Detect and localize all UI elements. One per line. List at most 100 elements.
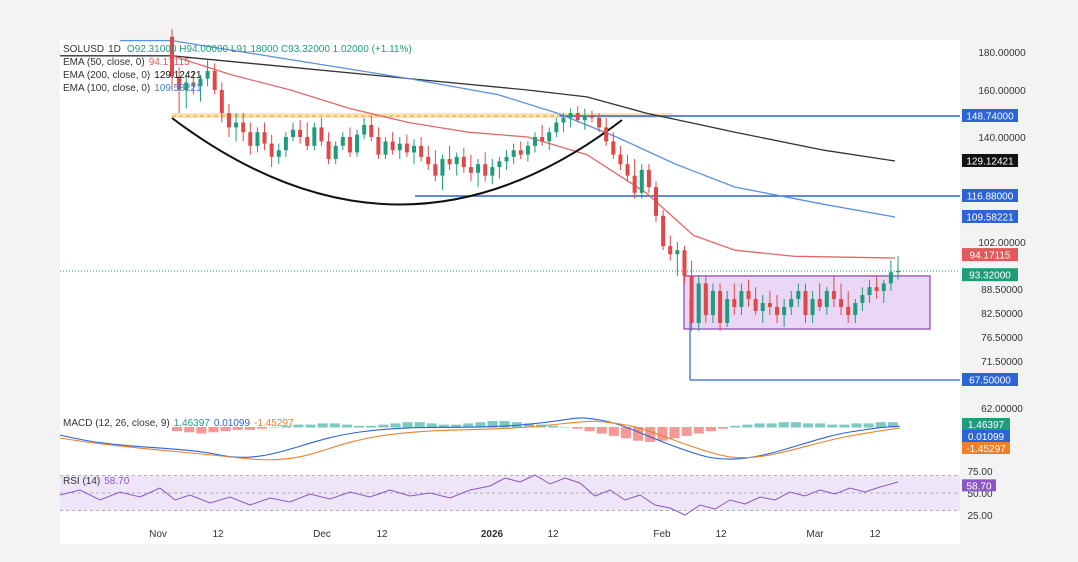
candle-body — [775, 307, 779, 315]
time-tick-label: Nov — [149, 529, 167, 540]
candle-body — [518, 150, 523, 155]
macd-histogram-bar — [487, 421, 498, 428]
time-tick-label: Feb — [653, 529, 671, 540]
candle-body — [867, 287, 872, 295]
symbol-header: SOLUSD 1D O92.31000 H94.00000 L91.18000 C9… — [63, 44, 412, 55]
candle-body — [291, 129, 295, 137]
price-badge-label: 148.74000 — [966, 112, 1014, 123]
macd-histogram-bar — [645, 427, 656, 442]
macd-histogram-bar — [718, 427, 729, 429]
candle-body — [355, 134, 360, 153]
macd-histogram-bar — [875, 422, 886, 428]
price-badge-label: 67.50000 — [969, 376, 1011, 387]
candle-body — [604, 127, 609, 142]
price-tick-label: 82.50000 — [981, 309, 1023, 320]
interval-label: 1D — [108, 44, 121, 55]
macd-histogram-bar — [244, 427, 255, 430]
macd-pane — [59, 417, 901, 461]
macd-badge — [962, 430, 1010, 442]
candle-body — [718, 291, 723, 323]
macd-histogram-bar — [815, 423, 826, 428]
macd-histogram-bar — [341, 424, 352, 428]
candle-body — [369, 124, 374, 137]
price-badge-label: 109.58221 — [966, 212, 1014, 223]
price-tick-label: 76.50000 — [981, 333, 1023, 344]
macd-histogram-bar — [693, 427, 704, 434]
candle-body — [362, 124, 367, 135]
rsi-tick-label: 75.00 — [967, 467, 992, 478]
candle-body — [575, 113, 580, 121]
ema-lines — [60, 39, 896, 259]
candle-body — [433, 164, 438, 176]
candle-body — [454, 156, 459, 165]
time-tick-label: Mar — [806, 529, 824, 540]
time-tick-label: 12 — [376, 529, 388, 540]
price-tick-label: 102.00000 — [978, 238, 1026, 249]
macd-histogram-bar — [232, 427, 243, 430]
macd-histogram-bar — [196, 427, 207, 434]
candle-body — [846, 307, 851, 315]
candle-body — [461, 156, 466, 168]
price-badge-label: 129.12421 — [966, 156, 1014, 167]
macd-histogram-bar — [620, 427, 632, 439]
candle-body — [561, 117, 566, 123]
price-badge-label: 116.88000 — [967, 192, 1014, 203]
ema50-legend: EMA (50, close, 0) 94.17115 — [63, 57, 190, 68]
candle-body — [831, 291, 836, 299]
candle-body — [184, 82, 189, 90]
ema50-line — [170, 55, 896, 259]
candle-body — [675, 250, 680, 255]
candle-body — [319, 127, 324, 142]
macd-legend: MACD (12, 26, close, 9) 1.46397 0.01099 -1.… — [63, 418, 294, 429]
candle-body — [589, 115, 594, 118]
candle-body — [824, 291, 829, 307]
price-badge-label: 94.17115 — [970, 251, 1011, 262]
candle-body — [476, 164, 481, 173]
macd-histogram-bar — [438, 424, 450, 428]
macd-histogram-bar — [378, 424, 389, 428]
candle-body — [661, 215, 666, 247]
macd-histogram-bar — [705, 427, 716, 432]
candle-body — [789, 299, 794, 307]
price-badge — [962, 189, 1018, 202]
macd-histogram-bar — [827, 424, 838, 428]
macd-histogram-bar — [426, 423, 437, 428]
rsi-tick-label: 25.00 — [967, 511, 992, 522]
macd-histogram-bar — [548, 425, 559, 428]
symbol-label: SOLUSD — [63, 44, 104, 55]
macd-histogram-bar — [572, 427, 583, 429]
candle-body — [760, 303, 765, 311]
candle-body — [241, 122, 246, 133]
candle-body — [376, 137, 381, 155]
candle-body — [447, 159, 452, 165]
macd-histogram-bar — [499, 421, 510, 428]
candle-body — [312, 127, 317, 146]
candle-body — [468, 167, 473, 173]
candle-body — [504, 156, 509, 162]
time-tick-label: 2026 — [481, 529, 504, 540]
candle-body — [817, 299, 822, 307]
macd-histogram-bar — [329, 423, 340, 428]
candle-body — [767, 303, 772, 307]
candle-body — [511, 150, 516, 157]
candle-body — [810, 299, 815, 315]
candle-body — [269, 143, 274, 157]
candle-body — [782, 307, 787, 315]
macd-histogram-bar — [608, 427, 619, 436]
macd-histogram-bar — [863, 423, 874, 428]
candle-body — [333, 145, 338, 160]
candle-body — [248, 132, 253, 146]
macd-histogram-bar — [390, 423, 401, 428]
candle-body — [597, 117, 602, 128]
candle-body — [347, 137, 352, 153]
candle-body — [426, 156, 431, 165]
macd-histogram-bar — [172, 427, 183, 432]
macd-histogram-bar — [742, 424, 753, 428]
macd-histogram-bar — [669, 427, 680, 439]
macd-histogram-bar — [778, 422, 789, 428]
candle-body — [853, 303, 858, 315]
price-badge — [962, 209, 1018, 223]
candle-body — [305, 137, 310, 146]
candle-body — [547, 132, 552, 142]
